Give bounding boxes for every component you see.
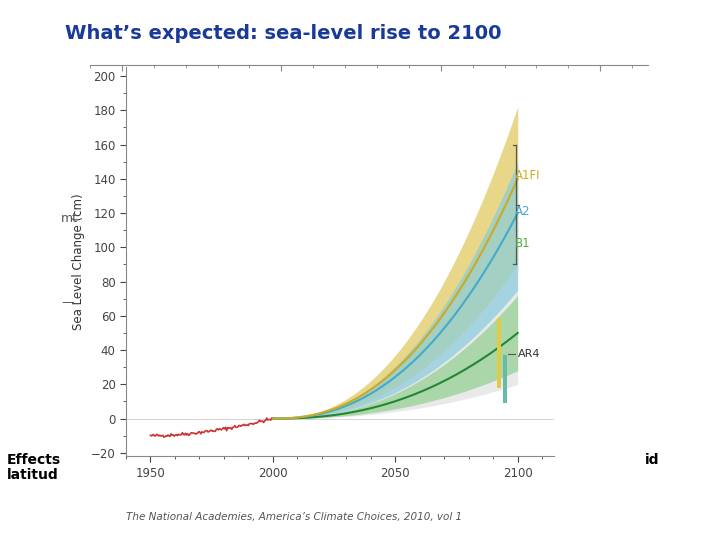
Text: B1: B1 (597, 247, 613, 260)
Bar (580, 373, 586, 424)
Text: The National Academies, America’s Climate Choices, 2010, vol 1: The National Academies, America’s Climat… (126, 512, 462, 522)
Text: id: id (644, 453, 659, 467)
Text: AR4: AR4 (600, 366, 623, 376)
Text: What’s expected: sea-level rise to 2100: What’s expected: sea-level rise to 2100 (65, 24, 501, 43)
Bar (572, 332, 578, 407)
Text: mt: mt (61, 212, 78, 225)
Text: Effects: Effects (7, 453, 61, 467)
Text: latitud: latitud (7, 468, 59, 482)
Text: —: — (61, 296, 73, 309)
Text: A2: A2 (597, 212, 613, 225)
Y-axis label: Sea Level Change (cm): Sea Level Change (cm) (72, 204, 85, 341)
Text: A1FI: A1FI (597, 174, 623, 187)
